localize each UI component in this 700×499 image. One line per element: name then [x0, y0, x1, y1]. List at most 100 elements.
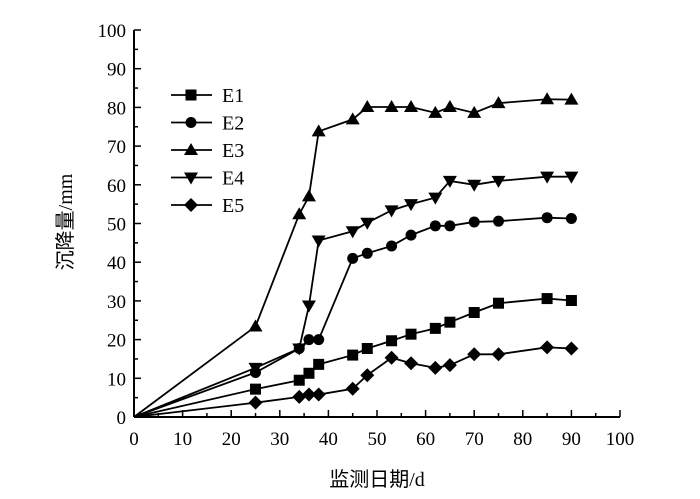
- data-point-e2: [429, 220, 441, 232]
- legend-marker-square-icon: [185, 89, 197, 101]
- data-point-e2: [386, 240, 398, 252]
- data-point-e5: [384, 350, 399, 365]
- data-point-e1: [347, 349, 359, 361]
- data-point-e5: [467, 347, 482, 362]
- x-tick-label: 50: [368, 429, 387, 450]
- data-point-e1: [313, 358, 325, 370]
- legend-label: E2: [222, 113, 244, 135]
- data-point-e4: [404, 199, 419, 212]
- y-tick-label: 100: [98, 21, 127, 42]
- data-point-e1: [361, 343, 373, 355]
- y-tick-label: 90: [107, 60, 126, 81]
- legend-item-e5: E5: [171, 195, 244, 217]
- data-point-e3: [248, 319, 263, 332]
- y-tick-label: 60: [107, 176, 126, 197]
- data-point-e3: [345, 112, 360, 125]
- y-tick-label: 30: [107, 292, 126, 313]
- data-point-e2: [347, 252, 359, 264]
- x-tick-label: 90: [562, 429, 581, 450]
- series-e4: [133, 171, 579, 418]
- data-point-e5: [345, 381, 360, 396]
- y-tick-label: 70: [107, 137, 126, 158]
- data-point-e5: [301, 387, 316, 402]
- data-point-e4: [467, 179, 482, 192]
- data-point-e1: [493, 297, 504, 309]
- x-tick-label: 10: [173, 429, 192, 450]
- legend-label: E3: [222, 140, 244, 162]
- data-point-e5: [360, 368, 375, 383]
- data-point-e4: [311, 235, 326, 248]
- data-point-e3: [301, 189, 316, 202]
- legend-item-e1: E1: [171, 85, 244, 107]
- x-tick-label: 70: [465, 429, 484, 450]
- data-point-e2: [444, 220, 456, 232]
- x-tick-label: 60: [416, 429, 435, 450]
- data-point-e5: [491, 347, 506, 362]
- data-point-e1: [541, 293, 553, 305]
- data-point-e4: [564, 171, 579, 184]
- data-point-e1: [444, 316, 456, 328]
- data-point-e2: [565, 212, 577, 224]
- data-point-e4: [345, 226, 360, 239]
- series-line-e4: [133, 175, 572, 418]
- x-tick-label: 100: [606, 429, 635, 450]
- data-point-e2: [303, 334, 315, 346]
- legend-label: E1: [222, 85, 244, 107]
- data-point-e3: [404, 100, 419, 113]
- y-tick-label: 0: [117, 408, 127, 429]
- data-point-e3: [442, 100, 457, 113]
- legend-item-e3: E3: [171, 140, 244, 162]
- legend-marker-triangle-up-icon: [184, 143, 198, 155]
- data-point-e4: [442, 175, 457, 188]
- data-point-e3: [360, 100, 375, 113]
- data-point-e1: [250, 383, 261, 395]
- data-point-e3: [292, 207, 307, 220]
- data-point-e1: [303, 367, 315, 379]
- x-tick-label: 80: [513, 429, 532, 450]
- data-point-e5: [540, 340, 555, 355]
- data-point-e1: [429, 322, 441, 334]
- x-tick-label: 0: [129, 429, 139, 450]
- data-point-e3: [467, 105, 482, 118]
- legend-item-e4: E4: [171, 168, 244, 190]
- legend-marker-triangle-down-icon: [184, 172, 198, 185]
- legend-item-e2: E2: [171, 113, 244, 135]
- x-tick-label: 30: [270, 429, 289, 450]
- y-tick-label: 10: [107, 369, 126, 390]
- legend-marker-diamond-icon: [184, 198, 198, 212]
- legend-label: E5: [222, 195, 244, 217]
- series-group: [133, 92, 579, 418]
- data-point-e1: [293, 374, 305, 386]
- data-point-e3: [311, 124, 326, 137]
- data-point-e5: [564, 341, 579, 356]
- data-point-e4: [428, 192, 443, 205]
- data-point-e3: [384, 100, 399, 113]
- axes: 0 10 20 30 40 50 60 70 80 90 100 0 10 20 30 40 50 60 70 80 9…: [98, 21, 635, 450]
- x-tick-label: 20: [222, 429, 241, 450]
- y-tick-label: 50: [107, 215, 126, 236]
- data-point-e3: [491, 96, 506, 109]
- legend-label: E4: [222, 168, 244, 190]
- data-point-e1: [565, 295, 577, 307]
- data-point-e1: [405, 328, 417, 340]
- data-point-e4: [360, 217, 375, 230]
- data-point-e4: [301, 300, 316, 313]
- data-point-e2: [468, 216, 480, 228]
- y-axis-title: 沉降量/mm: [54, 173, 77, 270]
- data-point-e5: [428, 360, 443, 375]
- data-point-e5: [404, 356, 419, 371]
- data-point-e3: [540, 92, 555, 105]
- data-point-e5: [311, 387, 326, 402]
- data-point-e2: [493, 215, 504, 227]
- data-point-e3: [564, 92, 579, 105]
- series-e1: [133, 293, 577, 418]
- data-point-e4: [248, 362, 263, 375]
- y-tick-label: 20: [107, 331, 126, 352]
- data-point-e5: [442, 358, 457, 373]
- data-point-e4: [384, 205, 399, 218]
- data-point-e1: [468, 307, 480, 319]
- data-point-e5: [292, 389, 307, 404]
- data-point-e4: [540, 171, 555, 184]
- data-point-e2: [313, 334, 325, 346]
